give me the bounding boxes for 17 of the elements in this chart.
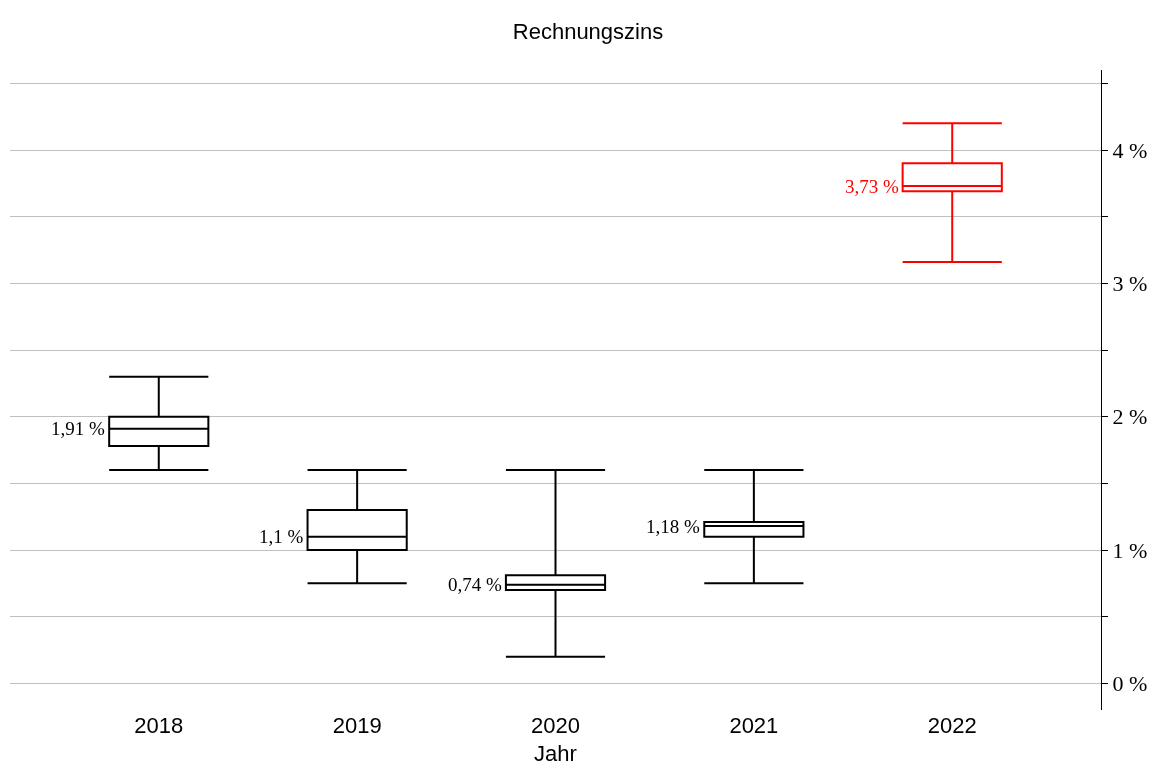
x-tick-label: 2021 bbox=[729, 713, 779, 738]
x-axis-title: Jahr bbox=[534, 740, 577, 766]
y-tick-label: 1 % bbox=[1112, 537, 1148, 563]
text: 3,73 % bbox=[845, 176, 899, 197]
text: 0,74 % bbox=[448, 574, 502, 595]
y-tick-label: 0 % bbox=[1112, 671, 1148, 697]
y-tick-label: 4 % bbox=[1112, 137, 1148, 163]
y-tick-label: 3 % bbox=[1112, 271, 1148, 297]
text: 1,1 % bbox=[259, 526, 304, 547]
x-tick-label: 2019 bbox=[332, 713, 382, 738]
x-tick-label: 2022 bbox=[927, 713, 977, 738]
y-tick-label: 2 % bbox=[1112, 404, 1148, 430]
text: 1,91 % bbox=[51, 418, 105, 439]
x-tick-label: 2018 bbox=[134, 713, 184, 738]
text: 1,18 % bbox=[646, 516, 700, 537]
chart-title: Rechnungszins bbox=[512, 18, 664, 44]
x-tick-label: 2020 bbox=[531, 713, 580, 738]
